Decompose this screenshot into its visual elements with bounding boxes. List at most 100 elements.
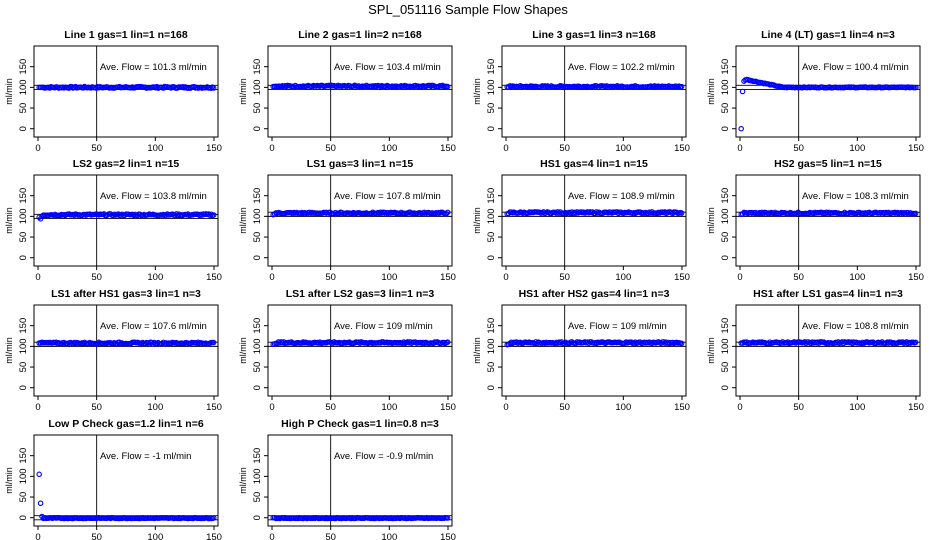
data-points: [270, 209, 451, 218]
x-tick-label: 150: [674, 402, 690, 413]
panels-grid: Line 1 gas=1 lin=1 n=168 0 50 100 150 0 50 100 1…: [4, 29, 924, 540]
data-point: [208, 85, 214, 91]
y-tick-label: 100: [252, 338, 263, 354]
plot-frame: [735, 174, 921, 267]
data-point: [211, 515, 217, 521]
y-tick-label: 50: [720, 232, 731, 243]
average-flow-annotation: Ave. Flow = -1 ml/min: [100, 451, 191, 462]
x-tick-label: 150: [674, 272, 690, 283]
y-axis-label: ml/min: [4, 207, 14, 234]
plot-frame: [501, 45, 687, 138]
x-tick-label: 150: [674, 143, 690, 154]
y-axis-label: ml/min: [238, 207, 248, 234]
plot-frame: [735, 45, 921, 138]
y-tick-label: 150: [720, 59, 731, 75]
data-point: [676, 83, 682, 89]
x-tick-label: 0: [35, 532, 40, 540]
x-tick-label: 50: [325, 532, 336, 540]
data-point: [912, 339, 919, 346]
x-tick-label: 150: [908, 402, 924, 413]
plot-frame: [267, 45, 453, 138]
x-tick-label: 100: [147, 272, 163, 283]
data-points: [504, 82, 685, 91]
x-tick-label: 150: [206, 402, 222, 413]
y-tick-label: 150: [720, 318, 731, 334]
y-tick-label: 50: [18, 232, 29, 243]
x-tick-label: 50: [325, 143, 336, 154]
average-flow-annotation: Ave. Flow = 102.2 ml/min: [568, 62, 675, 73]
x-tick-label: 50: [793, 272, 804, 283]
y-tick-label: 100: [720, 338, 731, 354]
y-tick-label: 50: [252, 492, 263, 503]
x-tick-label: 150: [440, 272, 456, 283]
data-point: [738, 125, 744, 132]
data-points: [270, 339, 451, 348]
data-point: [443, 210, 450, 217]
data-point: [211, 212, 217, 218]
panel-8: HS2 gas=5 lin=1 n=15 0 50 100 150 0 50 100 150 ml…: [706, 158, 924, 283]
x-tick-label: 50: [91, 402, 102, 413]
plot-frame: [267, 304, 453, 397]
x-tick-label: 0: [35, 272, 40, 283]
y-tick-label: 150: [720, 188, 731, 204]
x-tick-label: 50: [559, 402, 570, 413]
y-tick-label: 100: [18, 468, 29, 484]
x-tick-label: 100: [381, 143, 397, 154]
y-tick-label: 150: [18, 188, 29, 204]
x-tick-label: 100: [381, 532, 397, 540]
y-tick-label: 150: [252, 318, 263, 334]
plot-frame: [33, 45, 219, 138]
x-tick-label: 100: [147, 402, 163, 413]
panel-title: HS1 after HS2 gas=4 lin=1 n=3: [519, 288, 670, 300]
x-tick-label: 0: [503, 143, 508, 154]
data-point: [913, 84, 919, 91]
y-tick-label: 0: [252, 126, 263, 131]
y-tick-label: 50: [486, 103, 497, 114]
panel-11: HS1 after HS2 gas=4 lin=1 n=3 0 50 100 150 0 5…: [472, 288, 690, 413]
panel-title: LS1 after HS1 gas=3 lin=1 n=3: [51, 288, 201, 300]
data-point: [678, 210, 685, 216]
x-tick-label: 100: [381, 272, 397, 283]
panel-title: LS1 gas=3 lin=1 n=15: [307, 158, 414, 170]
data-points: [738, 209, 919, 218]
y-tick-label: 0: [252, 385, 263, 390]
data-points: [738, 339, 919, 347]
panel-13: Low P Check gas=1.2 lin=1 n=6 0 50 100 150 0 5…: [4, 418, 222, 540]
y-axis-label: ml/min: [472, 78, 482, 105]
panel-title: LS2 gas=2 lin=1 n=15: [73, 158, 180, 170]
data-points: [504, 209, 685, 217]
average-flow-annotation: Ave. Flow = 108.9 ml/min: [568, 191, 675, 202]
average-flow-annotation: Ave. Flow = 103.4 ml/min: [334, 62, 441, 73]
x-tick-label: 150: [440, 143, 456, 154]
data-point: [36, 471, 42, 478]
panel-9: LS1 after HS1 gas=3 lin=1 n=3 0 50 100 150 0 5…: [4, 288, 222, 413]
y-tick-label: 0: [18, 515, 29, 520]
y-axis-label: ml/min: [238, 337, 248, 364]
y-tick-label: 50: [720, 103, 731, 114]
plot-frame: [735, 304, 921, 397]
y-tick-label: 100: [486, 79, 497, 95]
y-tick-label: 0: [252, 515, 263, 520]
y-tick-label: 100: [252, 468, 263, 484]
x-tick-label: 50: [793, 143, 804, 154]
data-point: [210, 85, 217, 91]
panel-1: Line 1 gas=1 lin=1 n=168 0 50 100 150 0 50 100 1…: [4, 29, 222, 154]
y-axis-label: ml/min: [4, 78, 14, 105]
x-tick-label: 0: [737, 272, 742, 283]
data-points: [36, 339, 217, 347]
y-tick-label: 0: [720, 126, 731, 131]
y-axis-label: ml/min: [472, 337, 482, 364]
x-tick-label: 50: [91, 532, 102, 540]
panel-4: Line 4 (LT) gas=1 lin=4 n=3 0 50 100 150 0 50 1…: [706, 29, 924, 154]
data-points: [36, 471, 217, 522]
x-tick-label: 100: [615, 402, 631, 413]
data-points: [504, 339, 685, 348]
y-tick-label: 0: [252, 255, 263, 260]
x-tick-label: 100: [849, 402, 865, 413]
x-tick-label: 0: [503, 402, 508, 413]
y-tick-label: 50: [486, 362, 497, 373]
data-point: [444, 209, 451, 216]
y-tick-label: 150: [252, 59, 263, 75]
plot-frame: [501, 304, 687, 397]
x-tick-label: 50: [325, 402, 336, 413]
